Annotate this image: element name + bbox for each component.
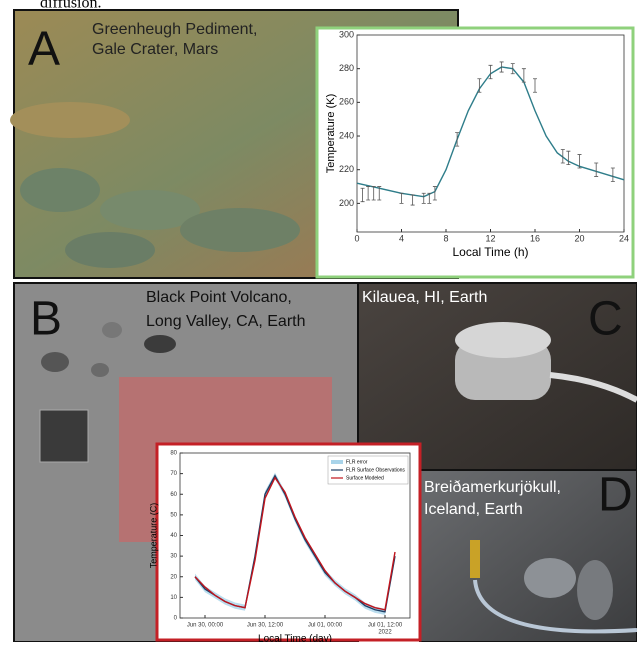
rock xyxy=(577,560,613,620)
legend-swatch xyxy=(331,460,343,464)
panel-location: Long Valley, CA, Earth xyxy=(146,313,306,330)
rock xyxy=(91,363,109,377)
panel-letter: B xyxy=(30,293,62,346)
y-tick-label: 30 xyxy=(170,554,177,560)
x-tick-label: 8 xyxy=(443,233,448,243)
x-tick-label: 0 xyxy=(354,233,359,243)
y-tick-label: 240 xyxy=(339,130,354,140)
y-tick-label: 260 xyxy=(339,97,354,107)
x-tick-label: 4 xyxy=(399,233,404,243)
y-tick-label: 300 xyxy=(339,29,354,39)
rock xyxy=(180,208,300,252)
panel-letter: A xyxy=(28,23,60,76)
y-tick-label: 50 xyxy=(170,512,177,518)
x-tick-label: Jun 30, 00:00 xyxy=(187,623,224,629)
y-tick-label: 40 xyxy=(170,533,177,539)
x-tick-label: Jun 30, 12:00 xyxy=(247,623,284,629)
y-tick-label: 200 xyxy=(339,198,354,208)
x-tick-label: 20 xyxy=(574,233,584,243)
panel-location: Kilauea, HI, Earth xyxy=(362,289,487,306)
sand xyxy=(10,102,130,138)
sensor-plate xyxy=(40,410,88,462)
rock xyxy=(20,168,100,212)
x-year-label: 2022 xyxy=(378,630,392,636)
y-tick-label: 20 xyxy=(170,574,177,580)
x-tick-label: Jul 01, 12:00 xyxy=(368,623,403,629)
y-axis-label: Temperature (C) xyxy=(148,503,158,569)
sensor-top xyxy=(455,322,551,358)
x-tick-label: Jul 01, 00:00 xyxy=(308,623,343,629)
y-tick-label: 10 xyxy=(170,595,177,601)
panel-location: Greenheugh Pediment, xyxy=(92,21,257,38)
x-tick-label: 24 xyxy=(619,233,629,243)
panel-location: Gale Crater, Mars xyxy=(92,41,218,58)
panel-location: Iceland, Earth xyxy=(424,501,523,518)
x-tick-label: 16 xyxy=(530,233,540,243)
x-tick-label: 12 xyxy=(485,233,495,243)
legend-label: Surface Modeled xyxy=(346,475,384,481)
rock xyxy=(65,232,155,268)
figure: diffusion. A Greenheugh Pediment, Gale C… xyxy=(0,0,637,642)
panel-location: Black Point Volcano, xyxy=(146,289,292,306)
x-axis-label: Local Time (day) xyxy=(258,634,332,642)
x-axis-label: Local Time (h) xyxy=(452,245,528,259)
y-tick-label: 70 xyxy=(170,471,177,477)
rock xyxy=(524,558,576,598)
panel-location: Breiðamerkurjökull, xyxy=(424,479,561,496)
rock xyxy=(144,335,176,353)
legend-label: FLR error xyxy=(346,459,368,465)
page: diffusion. A Greenheugh Pediment, Gale C… xyxy=(0,0,637,647)
panel-letter: C xyxy=(588,293,623,346)
y-tick-label: 80 xyxy=(170,451,177,457)
y-tick-label: 220 xyxy=(339,164,354,174)
y-tick-label: 60 xyxy=(170,492,177,498)
rock xyxy=(102,322,122,338)
y-tick-label: 280 xyxy=(339,63,354,73)
legend-label: FLR Surface Observations xyxy=(346,467,405,473)
panel-letter: D xyxy=(598,469,633,522)
probe xyxy=(470,540,480,578)
inset-a xyxy=(317,28,633,277)
y-axis-label: Temperature (K) xyxy=(325,94,337,173)
rock xyxy=(41,352,69,372)
